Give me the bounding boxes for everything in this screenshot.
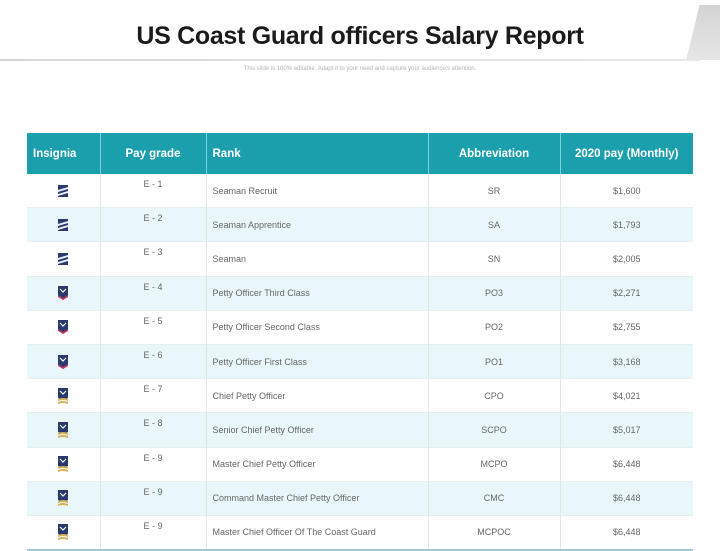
insignia-cell [27,447,101,482]
table-row: E - 5 Petty Officer Second Class PO2 $2,755 [27,310,693,345]
insignia-cell [27,412,101,448]
abbreviation-cell: CPO [428,378,561,414]
insignia-cell [27,344,101,380]
table-row: E - 1 Seaman Recruit SR $1,600 [27,174,693,209]
table-row: E - 7 Chief Petty Officer CPO $4,021 [27,378,693,414]
seaman-stripes-icon [33,218,94,231]
pay-grade-cell: E - 3 [100,241,207,277]
salary-table: Insignia Pay grade Rank Abbreviation 202… [27,133,693,551]
table-header-row: Insignia Pay grade Rank Abbreviation 202… [27,133,693,174]
insignia-cell [27,481,101,516]
petty-officer-chevron-icon [33,320,94,335]
insignia-cell [27,378,101,414]
seaman-stripes-icon [33,252,94,265]
insignia-cell [27,207,101,243]
table-row: E - 8 Senior Chief Petty Officer SCPO $5,01… [27,412,693,448]
rank-cell: Master Chief Petty Officer [206,447,429,482]
table-row: E - 6 Petty Officer First Class PO1 $3,168 [27,344,693,380]
abbreviation-cell: CMC [428,481,561,516]
pay-grade-cell: E - 1 [100,174,207,209]
pay-grade-cell: E - 8 [100,412,207,448]
rank-cell: Seaman [206,241,429,277]
pay-cell: $5,017 [560,412,693,448]
petty-officer-chevron-icon [33,286,94,301]
abbreviation-cell: SCPO [428,412,561,448]
table-row: E - 9 Master Chief Petty Officer MCPO $6,44… [27,447,693,482]
rank-cell: Seaman Apprentice [206,207,429,243]
header-pay: 2020 pay (Monthly) [560,133,693,174]
pay-grade-cell: E - 9 [100,515,207,551]
table-row: E - 9 Master Chief Officer Of The Coast G… [27,515,693,551]
pay-grade-cell: E - 5 [100,310,207,345]
rank-cell: Petty Officer Third Class [206,276,429,311]
chief-rocker-icon [33,524,94,541]
abbreviation-cell: SA [428,207,561,243]
pay-cell: $4,021 [560,378,693,414]
chief-rocker-icon [33,387,94,404]
pay-cell: $2,755 [560,310,693,345]
table-row: E - 3 Seaman SN $2,005 [27,241,693,277]
petty-officer-chevron-icon [33,354,94,369]
pay-grade-cell: E - 9 [100,481,207,516]
abbreviation-cell: PO1 [428,344,561,380]
abbreviation-cell: PO3 [428,276,561,311]
rank-cell: Chief Petty Officer [206,378,429,414]
table-row: E - 9 Command Master Chief Petty Officer C… [27,481,693,516]
pay-grade-cell: E - 9 [100,447,207,482]
header-insignia: Insignia [27,133,101,174]
rank-cell: Command Master Chief Petty Officer [206,481,429,516]
chief-rocker-icon [33,421,94,438]
rank-cell: Petty Officer First Class [206,344,429,380]
pay-grade-cell: E - 7 [100,378,207,414]
abbreviation-cell: SN [428,241,561,277]
table-row: E - 2 Seaman Apprentice SA $1,793 [27,207,693,243]
chief-rocker-icon [33,490,94,507]
insignia-cell [27,515,101,551]
abbreviation-cell: MCPOC [428,515,561,551]
insignia-cell [27,241,101,277]
rank-cell: Senior Chief Petty Officer [206,412,429,448]
abbreviation-cell: SR [428,174,561,209]
page-title: US Coast Guard officers Salary Report [136,22,584,50]
abbreviation-cell: MCPO [428,447,561,482]
pay-cell: $6,448 [560,481,693,516]
pay-cell: $6,448 [560,515,693,551]
header-pay-grade: Pay grade [100,133,207,174]
pay-cell: $1,793 [560,207,693,243]
pay-cell: $1,600 [560,174,693,209]
pay-grade-cell: E - 2 [100,207,207,243]
rank-cell: Master Chief Officer Of The Coast Guard [206,515,429,551]
seaman-stripes-icon [33,184,94,197]
insignia-cell [27,276,101,311]
header-abbreviation: Abbreviation [428,133,561,174]
pay-grade-cell: E - 6 [100,344,207,380]
table-row: E - 4 Petty Officer Third Class PO3 $2,271 [27,276,693,311]
title-divider [0,59,700,61]
header-rank: Rank [206,133,429,174]
pay-cell: $2,271 [560,276,693,311]
pay-cell: $2,005 [560,241,693,277]
rank-cell: Seaman Recruit [206,174,429,209]
abbreviation-cell: PO2 [428,310,561,345]
subtitle: This slide is 100% editable. Adapt it to… [243,66,477,72]
pay-grade-cell: E - 4 [100,276,207,311]
rank-cell: Petty Officer Second Class [206,310,429,345]
insignia-cell [27,310,101,345]
insignia-cell [27,174,101,209]
pay-cell: $6,448 [560,447,693,482]
chief-rocker-icon [33,456,94,473]
pay-cell: $3,168 [560,344,693,380]
